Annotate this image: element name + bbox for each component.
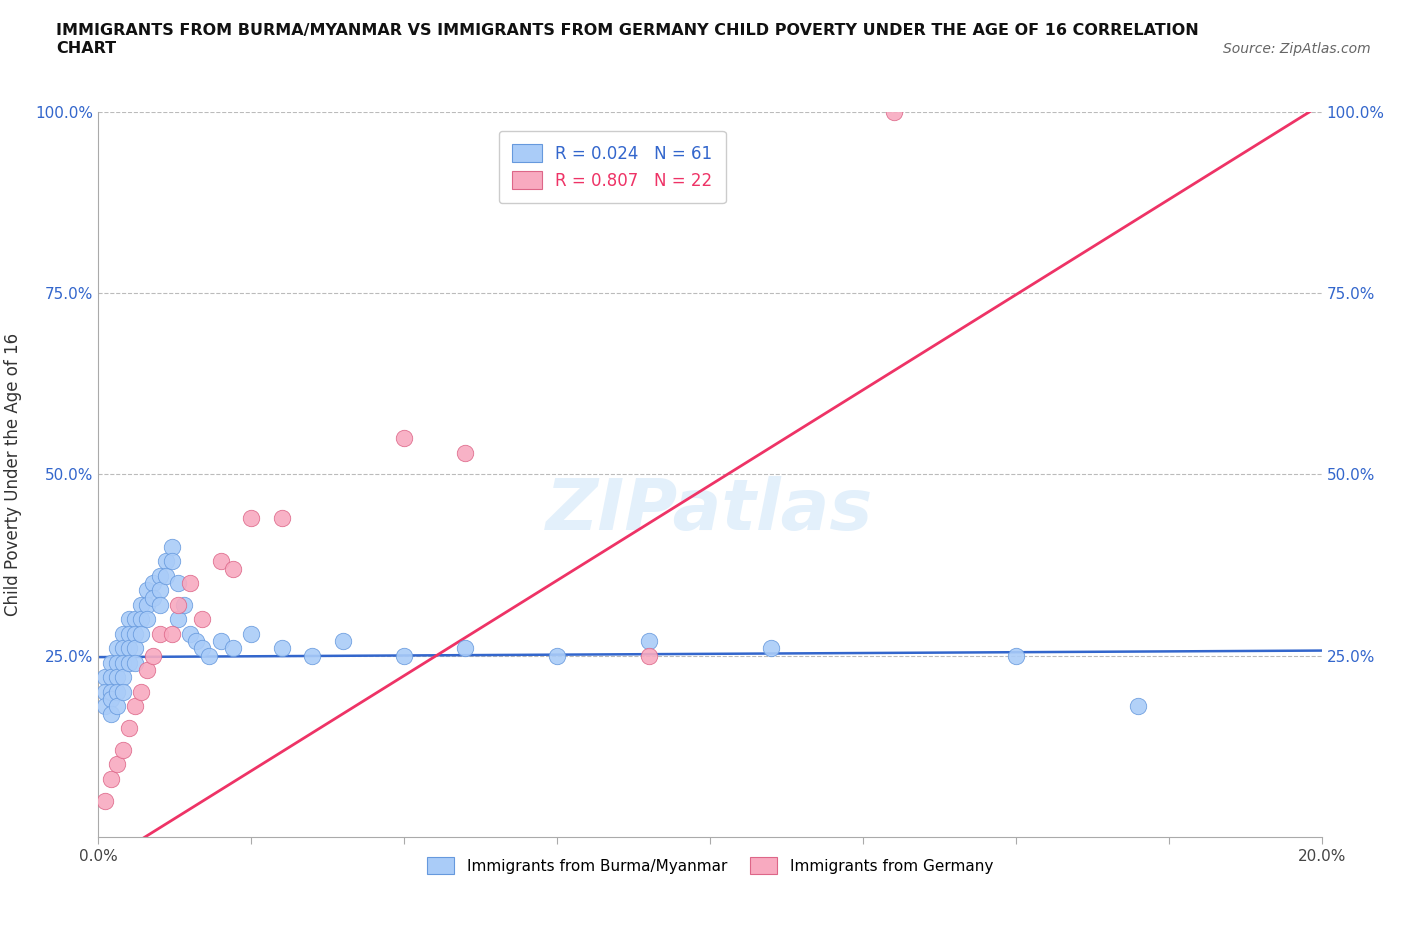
Point — [118, 627, 141, 642]
Point — [301, 648, 323, 663]
Point — [93, 793, 115, 808]
Point — [136, 663, 159, 678]
Point — [332, 633, 354, 648]
Text: IMMIGRANTS FROM BURMA/MYANMAR VS IMMIGRANTS FROM GERMANY CHILD POVERTY UNDER THE: IMMIGRANTS FROM BURMA/MYANMAR VS IMMIGRA… — [56, 23, 1199, 56]
Point — [111, 641, 134, 656]
Point — [105, 656, 128, 671]
Point — [93, 699, 115, 714]
Point — [209, 554, 232, 569]
Point — [167, 576, 190, 591]
Point — [149, 597, 172, 612]
Point — [191, 641, 214, 656]
Point — [100, 692, 122, 707]
Point — [129, 684, 152, 699]
Point — [197, 648, 219, 663]
Point — [129, 612, 152, 627]
Text: Source: ZipAtlas.com: Source: ZipAtlas.com — [1223, 42, 1371, 56]
Point — [105, 670, 128, 684]
Point — [118, 612, 141, 627]
Point — [637, 633, 661, 648]
Point — [93, 684, 115, 699]
Point — [637, 648, 661, 663]
Point — [759, 641, 782, 656]
Legend: Immigrants from Burma/Myanmar, Immigrants from Germany: Immigrants from Burma/Myanmar, Immigrant… — [420, 851, 1000, 880]
Point — [105, 699, 128, 714]
Point — [124, 612, 146, 627]
Point — [160, 627, 183, 642]
Point — [100, 772, 122, 787]
Point — [270, 511, 292, 525]
Point — [124, 641, 146, 656]
Point — [124, 627, 146, 642]
Point — [118, 641, 141, 656]
Point — [155, 568, 177, 583]
Point — [100, 670, 122, 684]
Point — [454, 641, 477, 656]
Point — [105, 684, 128, 699]
Point — [240, 511, 263, 525]
Point — [100, 656, 122, 671]
Point — [270, 641, 292, 656]
Point — [160, 554, 183, 569]
Text: ZIPatlas: ZIPatlas — [547, 476, 873, 545]
Point — [149, 568, 172, 583]
Point — [240, 627, 263, 642]
Point — [111, 742, 134, 757]
Point — [392, 431, 416, 445]
Point — [129, 597, 152, 612]
Point — [222, 561, 245, 576]
Point — [173, 597, 195, 612]
Point — [149, 583, 172, 598]
Point — [118, 656, 141, 671]
Point — [136, 612, 159, 627]
Point — [186, 633, 208, 648]
Point — [209, 633, 232, 648]
Point — [124, 699, 146, 714]
Point — [546, 648, 568, 663]
Point — [167, 597, 190, 612]
Point — [111, 627, 134, 642]
Point — [93, 670, 115, 684]
Point — [1004, 648, 1026, 663]
Y-axis label: Child Poverty Under the Age of 16: Child Poverty Under the Age of 16 — [4, 333, 21, 616]
Point — [142, 576, 165, 591]
Point — [100, 706, 122, 721]
Point — [142, 648, 165, 663]
Point — [167, 612, 190, 627]
Point — [118, 721, 141, 736]
Point — [160, 539, 183, 554]
Point — [222, 641, 245, 656]
Point — [883, 104, 905, 119]
Point — [149, 627, 172, 642]
Point — [105, 641, 128, 656]
Point — [179, 576, 201, 591]
Point — [124, 656, 146, 671]
Point — [111, 684, 134, 699]
Point — [136, 583, 159, 598]
Point — [136, 597, 159, 612]
Point — [155, 554, 177, 569]
Point — [454, 445, 477, 460]
Point — [142, 591, 165, 605]
Point — [111, 670, 134, 684]
Point — [129, 627, 152, 642]
Point — [392, 648, 416, 663]
Point — [191, 612, 214, 627]
Point — [1128, 699, 1150, 714]
Point — [105, 757, 128, 772]
Point — [100, 684, 122, 699]
Point — [179, 627, 201, 642]
Point — [111, 656, 134, 671]
